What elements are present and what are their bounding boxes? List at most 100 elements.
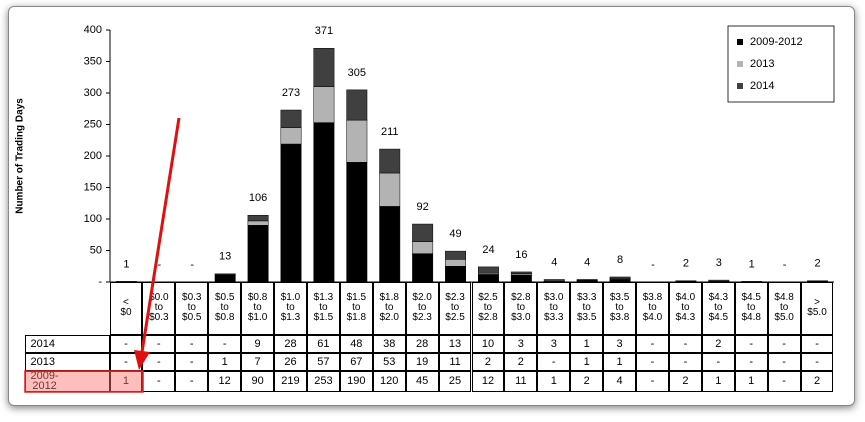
category-header: $0.8 to $1.0	[241, 281, 275, 335]
bar-segment	[708, 279, 730, 282]
table-cell: 2	[701, 334, 735, 353]
table-cell: -	[175, 370, 209, 392]
table-cell: -	[142, 334, 176, 353]
category-header: $0.5 to $0.8	[208, 281, 242, 335]
y-tick-label: 350	[84, 55, 102, 67]
table-cell: 2	[800, 370, 834, 392]
bar-segment	[609, 276, 631, 280]
table-cell: 28	[405, 334, 439, 353]
bar-segment	[412, 241, 434, 254]
y-tick-label: 100	[84, 213, 102, 225]
bar-segment	[510, 271, 532, 275]
table-cell: -	[109, 334, 143, 353]
table-cell: -	[800, 352, 834, 371]
table-cell: 11	[438, 352, 472, 371]
table-cell: 2	[668, 370, 702, 392]
table-cell: -	[668, 352, 702, 371]
table-cell: 219	[274, 370, 307, 392]
category-header: $0.3 to $0.5	[175, 281, 209, 335]
table-cell: 13	[438, 334, 472, 353]
total-label: 92	[417, 201, 429, 213]
table-cell: 10	[471, 334, 505, 353]
total-label: 24	[482, 244, 494, 256]
table-cell: 38	[372, 334, 406, 353]
total-label: 371	[315, 25, 333, 37]
table-cell: 25	[438, 370, 472, 392]
y-tick-label: 250	[84, 118, 102, 130]
table-cell: -	[668, 334, 702, 353]
total-label: 3	[716, 257, 722, 269]
total-label: 211	[381, 126, 399, 138]
table-cell: 57	[306, 352, 340, 371]
category-header: < $0	[109, 281, 143, 335]
table-cell: 7	[241, 352, 275, 371]
table-cell: 45	[405, 370, 439, 392]
table-cell: 3	[603, 334, 637, 353]
bar-segment	[247, 220, 269, 226]
table-cell: 2	[504, 352, 538, 371]
table-cell: 67	[339, 352, 373, 371]
table-cell: 53	[372, 352, 406, 371]
table-cell: 1	[208, 352, 242, 371]
table-cell: -	[142, 370, 176, 392]
table-cell: -	[636, 334, 669, 353]
total-label: 2	[683, 258, 689, 270]
table-cell: 19	[405, 352, 439, 371]
y-tick-label: 50	[90, 244, 102, 256]
row-label: 2014	[24, 334, 110, 353]
table-cell: -	[767, 370, 801, 392]
legend-box	[727, 25, 835, 103]
table-cell: 253	[306, 370, 340, 392]
table-cell: -	[767, 334, 801, 353]
table-cell: -	[175, 334, 209, 353]
y-tick-label: 300	[84, 87, 102, 99]
y-axis-label: Number of Trading Days	[15, 98, 26, 214]
table-cell: 190	[339, 370, 373, 392]
table-cell: 1	[537, 370, 571, 392]
total-label: 106	[249, 192, 267, 204]
table-cell: 2	[471, 352, 505, 371]
bar-segment	[247, 225, 269, 283]
row-label: 2009-2012	[24, 370, 110, 392]
legend-label: 2013	[750, 58, 774, 70]
total-label: -	[651, 259, 655, 271]
bar-segment	[478, 266, 499, 274]
table-cell: -	[636, 352, 669, 371]
table-cell: 48	[339, 334, 373, 353]
category-header: $3.3 to $3.5	[570, 281, 604, 335]
bar-segment	[346, 162, 368, 283]
y-tick-label: 150	[84, 181, 102, 193]
table-cell: -	[767, 352, 801, 371]
table-cell: 1	[603, 352, 637, 371]
bar-segment	[280, 143, 302, 283]
table-cell: 4	[603, 370, 637, 392]
bar-segment	[445, 250, 466, 260]
table-cell: 1	[701, 370, 735, 392]
total-label: 13	[219, 251, 231, 263]
table-cell: -	[734, 334, 768, 353]
table-cell: 1	[570, 334, 604, 353]
category-header: $2.8 to $3.0	[504, 281, 538, 335]
total-label: 1	[749, 258, 755, 270]
category-header: $4.0 to $4.3	[668, 281, 702, 335]
table-cell: 3	[504, 334, 538, 353]
bar-segment	[445, 259, 466, 267]
legend-label: 2009-2012	[750, 36, 803, 48]
table-cell: 26	[274, 352, 307, 371]
bar-segment	[412, 253, 434, 283]
bar-segment	[379, 148, 401, 174]
table-cell: 9	[241, 334, 275, 353]
bar-segment	[313, 122, 335, 283]
category-header: $2.5 to $2.8	[471, 281, 505, 335]
bar-segment	[313, 86, 335, 123]
total-label: -	[190, 259, 194, 271]
category-header: $3.0 to $3.3	[537, 281, 571, 335]
bar-segment	[280, 127, 302, 145]
total-label: 8	[617, 254, 623, 266]
bar-segment	[214, 273, 236, 275]
table-cell: 11	[504, 370, 538, 392]
bar-segment	[445, 266, 466, 283]
total-label: 16	[515, 249, 527, 261]
bar-segment	[247, 214, 269, 222]
bar-segment	[543, 279, 565, 282]
